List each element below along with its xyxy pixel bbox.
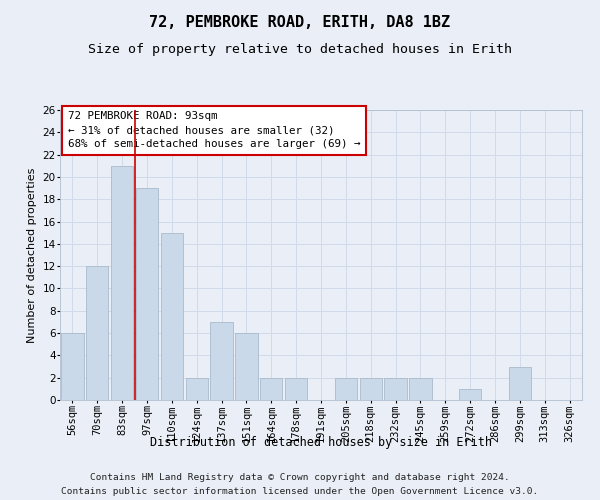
Bar xyxy=(185,378,208,400)
Bar xyxy=(509,366,531,400)
Bar xyxy=(335,378,357,400)
Bar xyxy=(385,378,407,400)
Bar xyxy=(359,378,382,400)
Bar xyxy=(86,266,109,400)
Bar xyxy=(235,333,257,400)
Text: Contains public sector information licensed under the Open Government Licence v3: Contains public sector information licen… xyxy=(61,486,539,496)
Text: 72, PEMBROKE ROAD, ERITH, DA8 1BZ: 72, PEMBROKE ROAD, ERITH, DA8 1BZ xyxy=(149,15,451,30)
Bar xyxy=(260,378,283,400)
Bar xyxy=(161,232,183,400)
Bar xyxy=(285,378,307,400)
Text: 72 PEMBROKE ROAD: 93sqm
← 31% of detached houses are smaller (32)
68% of semi-de: 72 PEMBROKE ROAD: 93sqm ← 31% of detache… xyxy=(68,112,361,150)
Y-axis label: Number of detached properties: Number of detached properties xyxy=(27,168,37,342)
Bar xyxy=(136,188,158,400)
Text: Contains HM Land Registry data © Crown copyright and database right 2024.: Contains HM Land Registry data © Crown c… xyxy=(90,473,510,482)
Bar xyxy=(111,166,133,400)
Bar xyxy=(459,389,481,400)
Bar xyxy=(61,333,83,400)
Text: Distribution of detached houses by size in Erith: Distribution of detached houses by size … xyxy=(150,436,492,449)
Text: Size of property relative to detached houses in Erith: Size of property relative to detached ho… xyxy=(88,42,512,56)
Bar xyxy=(409,378,431,400)
Bar xyxy=(211,322,233,400)
